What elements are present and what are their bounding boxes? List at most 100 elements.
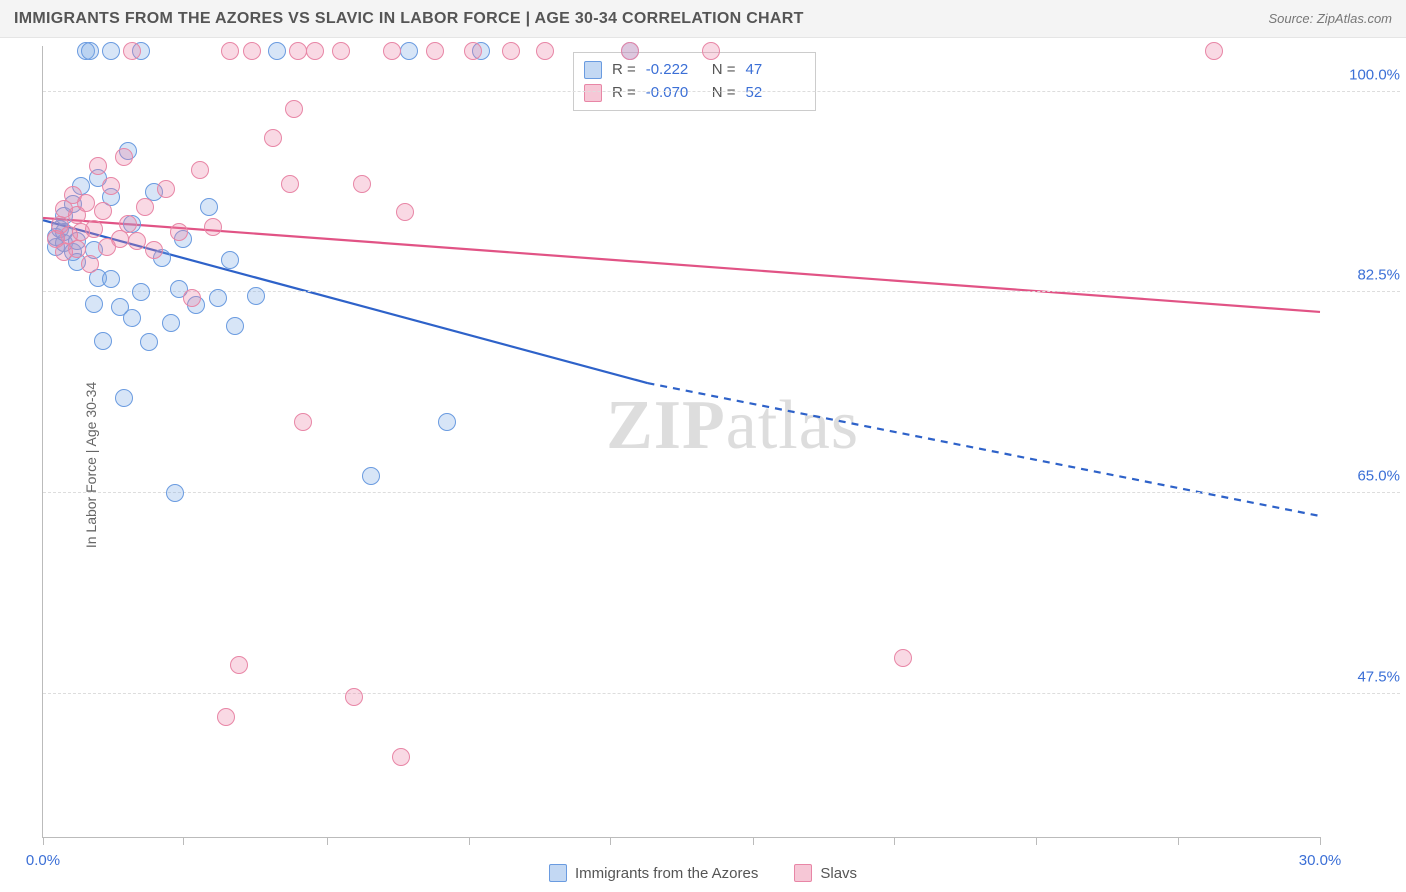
data-point [89, 157, 107, 175]
chart-source: Source: ZipAtlas.com [1268, 11, 1392, 26]
plot-wrap: In Labor Force | Age 30-34 ZIPatlas R =-… [0, 38, 1406, 892]
watermark: ZIPatlas [606, 386, 859, 466]
scatter-plot: ZIPatlas R =-0.222N =47R =-0.070N =52 47… [42, 46, 1320, 838]
data-point [123, 42, 141, 60]
data-point [68, 240, 86, 258]
y-tick-label: 65.0% [1328, 468, 1400, 485]
data-point [94, 202, 112, 220]
gridline [43, 91, 1400, 92]
data-point [123, 309, 141, 327]
data-point [170, 223, 188, 241]
data-point [230, 656, 248, 674]
data-point [502, 42, 520, 60]
legend-swatch [794, 864, 812, 882]
x-tick [183, 837, 184, 845]
data-point [894, 649, 912, 667]
data-point [247, 287, 265, 305]
data-point [132, 283, 150, 301]
data-point [621, 42, 639, 60]
legend-swatch [584, 84, 602, 102]
data-point [115, 148, 133, 166]
data-point [243, 42, 261, 60]
x-tick [1320, 837, 1321, 845]
bottom-legend: Immigrants from the Azores Slavs [0, 864, 1406, 886]
stat-r-label: R = [612, 59, 636, 82]
data-point [383, 42, 401, 60]
legend-label: Immigrants from the Azores [575, 865, 758, 882]
stats-legend-box: R =-0.222N =47R =-0.070N =52 [573, 52, 817, 111]
data-point [392, 748, 410, 766]
data-point [221, 251, 239, 269]
bottom-legend-item: Slavs [794, 864, 857, 882]
y-tick-label: 47.5% [1328, 668, 1400, 685]
data-point [289, 42, 307, 60]
stat-n-label: N = [712, 59, 736, 82]
legend-swatch [549, 864, 567, 882]
data-point [145, 241, 163, 259]
data-point [102, 177, 120, 195]
data-point [217, 708, 235, 726]
data-point [128, 232, 146, 250]
stat-r-value: -0.070 [646, 82, 702, 105]
data-point [115, 389, 133, 407]
bottom-legend-item: Immigrants from the Azores [549, 864, 758, 882]
y-tick-label: 100.0% [1328, 66, 1400, 83]
data-point [183, 289, 201, 307]
data-point [362, 467, 380, 485]
x-tick [1178, 837, 1179, 845]
legend-swatch [584, 61, 602, 79]
data-point [136, 198, 154, 216]
data-point [157, 180, 175, 198]
stat-r-label: R = [612, 82, 636, 105]
data-point [464, 42, 482, 60]
x-tick [43, 837, 44, 845]
chart-title: IMMIGRANTS FROM THE AZORES VS SLAVIC IN … [14, 10, 804, 28]
data-point [81, 42, 99, 60]
data-point [191, 161, 209, 179]
data-point [345, 688, 363, 706]
data-point [94, 332, 112, 350]
data-point [285, 100, 303, 118]
data-point [162, 314, 180, 332]
gridline [43, 492, 1400, 493]
x-tick [753, 837, 754, 845]
data-point [102, 42, 120, 60]
data-point [102, 270, 120, 288]
stat-n-value: 47 [745, 59, 801, 82]
data-point [702, 42, 720, 60]
x-tick [894, 837, 895, 845]
data-point [1205, 42, 1223, 60]
data-point [119, 215, 137, 233]
data-point [221, 42, 239, 60]
x-tick [469, 837, 470, 845]
data-point [536, 42, 554, 60]
stats-legend-row: R =-0.070N =52 [584, 82, 802, 105]
data-point [140, 333, 158, 351]
data-point [281, 175, 299, 193]
data-point [85, 295, 103, 313]
data-point [268, 42, 286, 60]
data-point [264, 129, 282, 147]
data-point [306, 42, 324, 60]
data-point [85, 220, 103, 238]
data-point [209, 289, 227, 307]
stat-r-value: -0.222 [646, 59, 702, 82]
stats-legend-row: R = -0.222 N = 47 [584, 59, 802, 82]
gridline [43, 693, 1400, 694]
data-point [400, 42, 418, 60]
legend-label: Slavs [820, 865, 857, 882]
y-tick-label: 82.5% [1328, 267, 1400, 284]
x-tick [610, 837, 611, 845]
data-point [77, 194, 95, 212]
data-point [226, 317, 244, 335]
chart-header: IMMIGRANTS FROM THE AZORES VS SLAVIC IN … [0, 0, 1406, 38]
data-point [396, 203, 414, 221]
stat-n-label: N = [712, 82, 736, 105]
data-point [294, 413, 312, 431]
data-point [166, 484, 184, 502]
x-tick [1036, 837, 1037, 845]
data-point [353, 175, 371, 193]
data-point [81, 255, 99, 273]
data-point [426, 42, 444, 60]
data-point [200, 198, 218, 216]
